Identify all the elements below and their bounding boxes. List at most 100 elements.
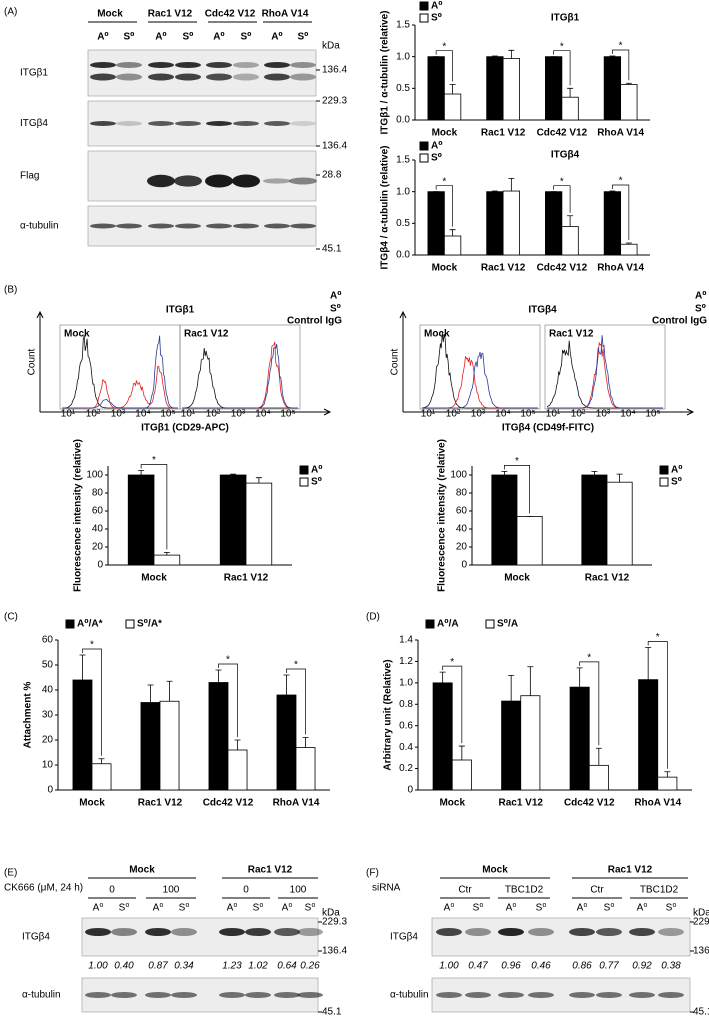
bar (545, 56, 563, 121)
flow-xtick: 10¹ (61, 409, 76, 420)
blot-band (290, 62, 316, 68)
blot-band (528, 928, 554, 936)
chart-title: ITGβ4 (551, 150, 580, 161)
error-bar (458, 745, 465, 760)
bar (227, 749, 248, 791)
kda-marker: 136.4 (693, 946, 709, 957)
flow-xtick: 10¹ (546, 409, 561, 420)
blot-band (111, 992, 137, 998)
flow-panel-label: Rac1 V12 (549, 329, 594, 340)
lane-label: S⁰ (119, 903, 130, 914)
blot-band (219, 992, 245, 998)
blot-band (171, 928, 197, 936)
significance-star: * (619, 176, 623, 187)
legend-swatch (299, 477, 309, 487)
protein-label: α-tubulin (390, 990, 429, 1001)
y-tick-label: 100 (450, 470, 467, 481)
bar (569, 686, 590, 791)
blot-membrane (431, 917, 691, 957)
flow-panel-label: Mock (64, 329, 90, 340)
blot-band (297, 928, 323, 936)
condition-label: 0 (243, 885, 249, 896)
flow-xtick: 10⁵ (520, 409, 535, 420)
legend-label: A⁰ (431, 1, 443, 12)
lane-label: S⁰ (536, 903, 547, 914)
error-bar (576, 667, 583, 688)
y-tick-label: 1.5 (396, 155, 410, 166)
flow-ylabel: Count (390, 348, 401, 375)
blot-band (90, 223, 116, 229)
histogram-trace (62, 335, 178, 409)
significance-bracket (579, 661, 600, 746)
blot-band (436, 928, 462, 936)
legend-swatch (485, 619, 495, 629)
bar (620, 84, 638, 121)
y-tick-label: 0.0 (396, 250, 410, 261)
error-bar (255, 477, 262, 484)
y-axis-label: ITGβ4 / α-tubulin (relative) (380, 146, 391, 270)
significance-bracket (435, 185, 453, 227)
bar (561, 226, 579, 256)
bar (443, 93, 462, 121)
quantification: 0.26 (300, 961, 320, 972)
blot-band (175, 62, 201, 68)
bar (427, 191, 445, 256)
flow-xtick: 10⁴ (255, 409, 270, 420)
kda-title: kDa (322, 908, 340, 919)
error-bar (147, 684, 154, 703)
x-tick-label: Rac1 V12 (224, 573, 269, 584)
x-tick-label: Rac1 V12 (481, 128, 526, 139)
lane-group-label: Rac1 V12 (148, 9, 193, 20)
quantification: 0.64 (277, 961, 297, 972)
y-tick-label: 0.5 (396, 218, 410, 229)
flow-panel (179, 324, 301, 410)
bar (501, 700, 522, 791)
x-tick-label: Rac1 V12 (138, 798, 183, 809)
lane-label: A⁰ (213, 32, 225, 43)
significance-star: * (90, 640, 94, 651)
blot-band (206, 62, 232, 68)
legend-label: S⁰ (671, 477, 682, 488)
protein-label: ITGβ4 (20, 118, 48, 129)
blot-band (147, 174, 175, 188)
legend-swatch (659, 465, 669, 475)
x-tick-label: Mock (439, 798, 465, 809)
x-tick-label: Mock (432, 128, 458, 139)
bar (276, 694, 297, 791)
lane-label: S⁰ (182, 32, 193, 43)
significance-star: * (656, 632, 660, 643)
flow-xtick: 10² (206, 409, 221, 420)
lane-label: S⁰ (666, 903, 677, 914)
error-bar (283, 674, 290, 695)
blot-band (264, 121, 290, 126)
lane-label: S⁰ (604, 903, 615, 914)
histogram-trace (546, 340, 663, 409)
significance-star: * (560, 41, 564, 52)
y-tick-label: 40 (42, 685, 54, 696)
error-bar (645, 647, 652, 680)
kda-marker: 229.3 (322, 917, 347, 928)
lane-label: S⁰ (123, 32, 134, 43)
chart-title: ITGβ1 (551, 13, 580, 24)
blot-band (233, 223, 259, 229)
significance-star: * (619, 41, 623, 52)
quantification: 0.38 (661, 961, 681, 972)
lane-group-label: Cdc42 V12 (205, 9, 256, 20)
condition-label: 100 (290, 885, 307, 896)
protein-label: ITGβ1 (20, 68, 48, 79)
legend-swatch (65, 619, 75, 629)
error-bar (79, 654, 86, 680)
bar (127, 474, 155, 566)
kda-title: kDa (693, 908, 709, 919)
bar (219, 474, 247, 566)
histogram-trace (421, 332, 538, 409)
blot-band (145, 992, 171, 998)
legend-label: A⁰/A* (77, 619, 103, 630)
y-tick-label: 1.2 (399, 656, 413, 667)
blot-band (233, 73, 259, 81)
legend-swatch (299, 465, 309, 475)
x-tick-label: Rac1 V12 (481, 263, 526, 274)
flow-xtick: 10² (571, 409, 586, 420)
blot-band (264, 223, 290, 229)
protein-label: α-tubulin (22, 990, 61, 1001)
